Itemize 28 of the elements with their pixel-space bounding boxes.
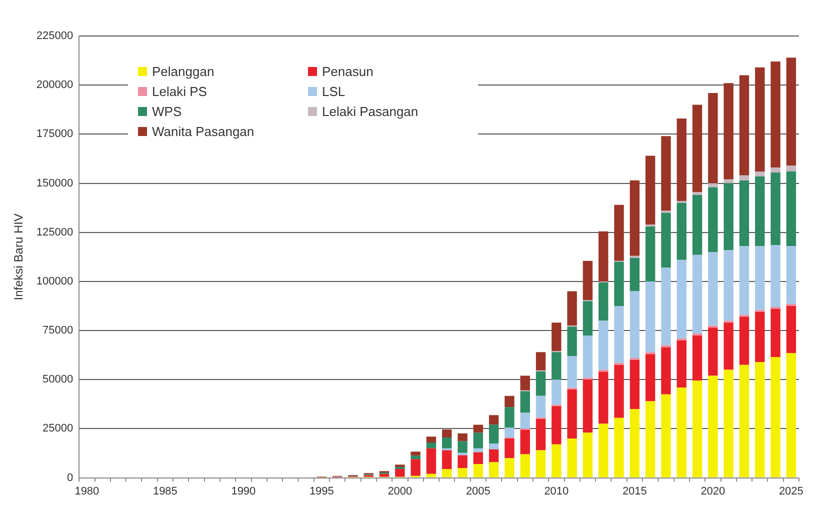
y-tick-label: 175000: [36, 128, 74, 140]
x-tick-label: 2010: [544, 485, 569, 498]
legend-label: Wanita Pasangan: [152, 124, 254, 139]
y-tick-label: 50000: [42, 374, 74, 386]
x-tick-label: 2025: [778, 485, 804, 498]
x-tick-label: 2020: [700, 485, 726, 498]
y-tick-label: 75000: [42, 324, 74, 337]
x-tick-label: 1990: [231, 485, 256, 498]
y-tick-label: 225000: [36, 30, 74, 42]
legend-label: WPS: [152, 104, 182, 119]
y-tick-label: 200000: [36, 79, 74, 92]
x-tick-label: 1985: [152, 485, 178, 498]
legend-label: Penasun: [322, 64, 374, 79]
legend-label: Pelanggan: [152, 64, 214, 79]
x-tick-label: 2005: [466, 485, 490, 498]
legend-label: Lelaki PS: [152, 84, 207, 99]
y-axis-title: Infeksi Baru HIV: [12, 214, 26, 300]
y-tick-label: 150000: [36, 177, 74, 190]
x-tick-label: 2015: [622, 485, 647, 498]
legend-label: LSL: [322, 84, 346, 99]
y-tick-label: 100000: [36, 275, 74, 288]
legend-label: Lelaki Pasangan: [322, 104, 418, 119]
y-tick-label: 125000: [36, 226, 74, 238]
x-tick-label: 1980: [74, 485, 100, 498]
x-tick-label: 2000: [388, 485, 412, 498]
y-tick-label: 0: [66, 472, 74, 484]
y-tick-label: 25000: [42, 422, 74, 435]
x-tick-label: 1995: [309, 485, 334, 498]
